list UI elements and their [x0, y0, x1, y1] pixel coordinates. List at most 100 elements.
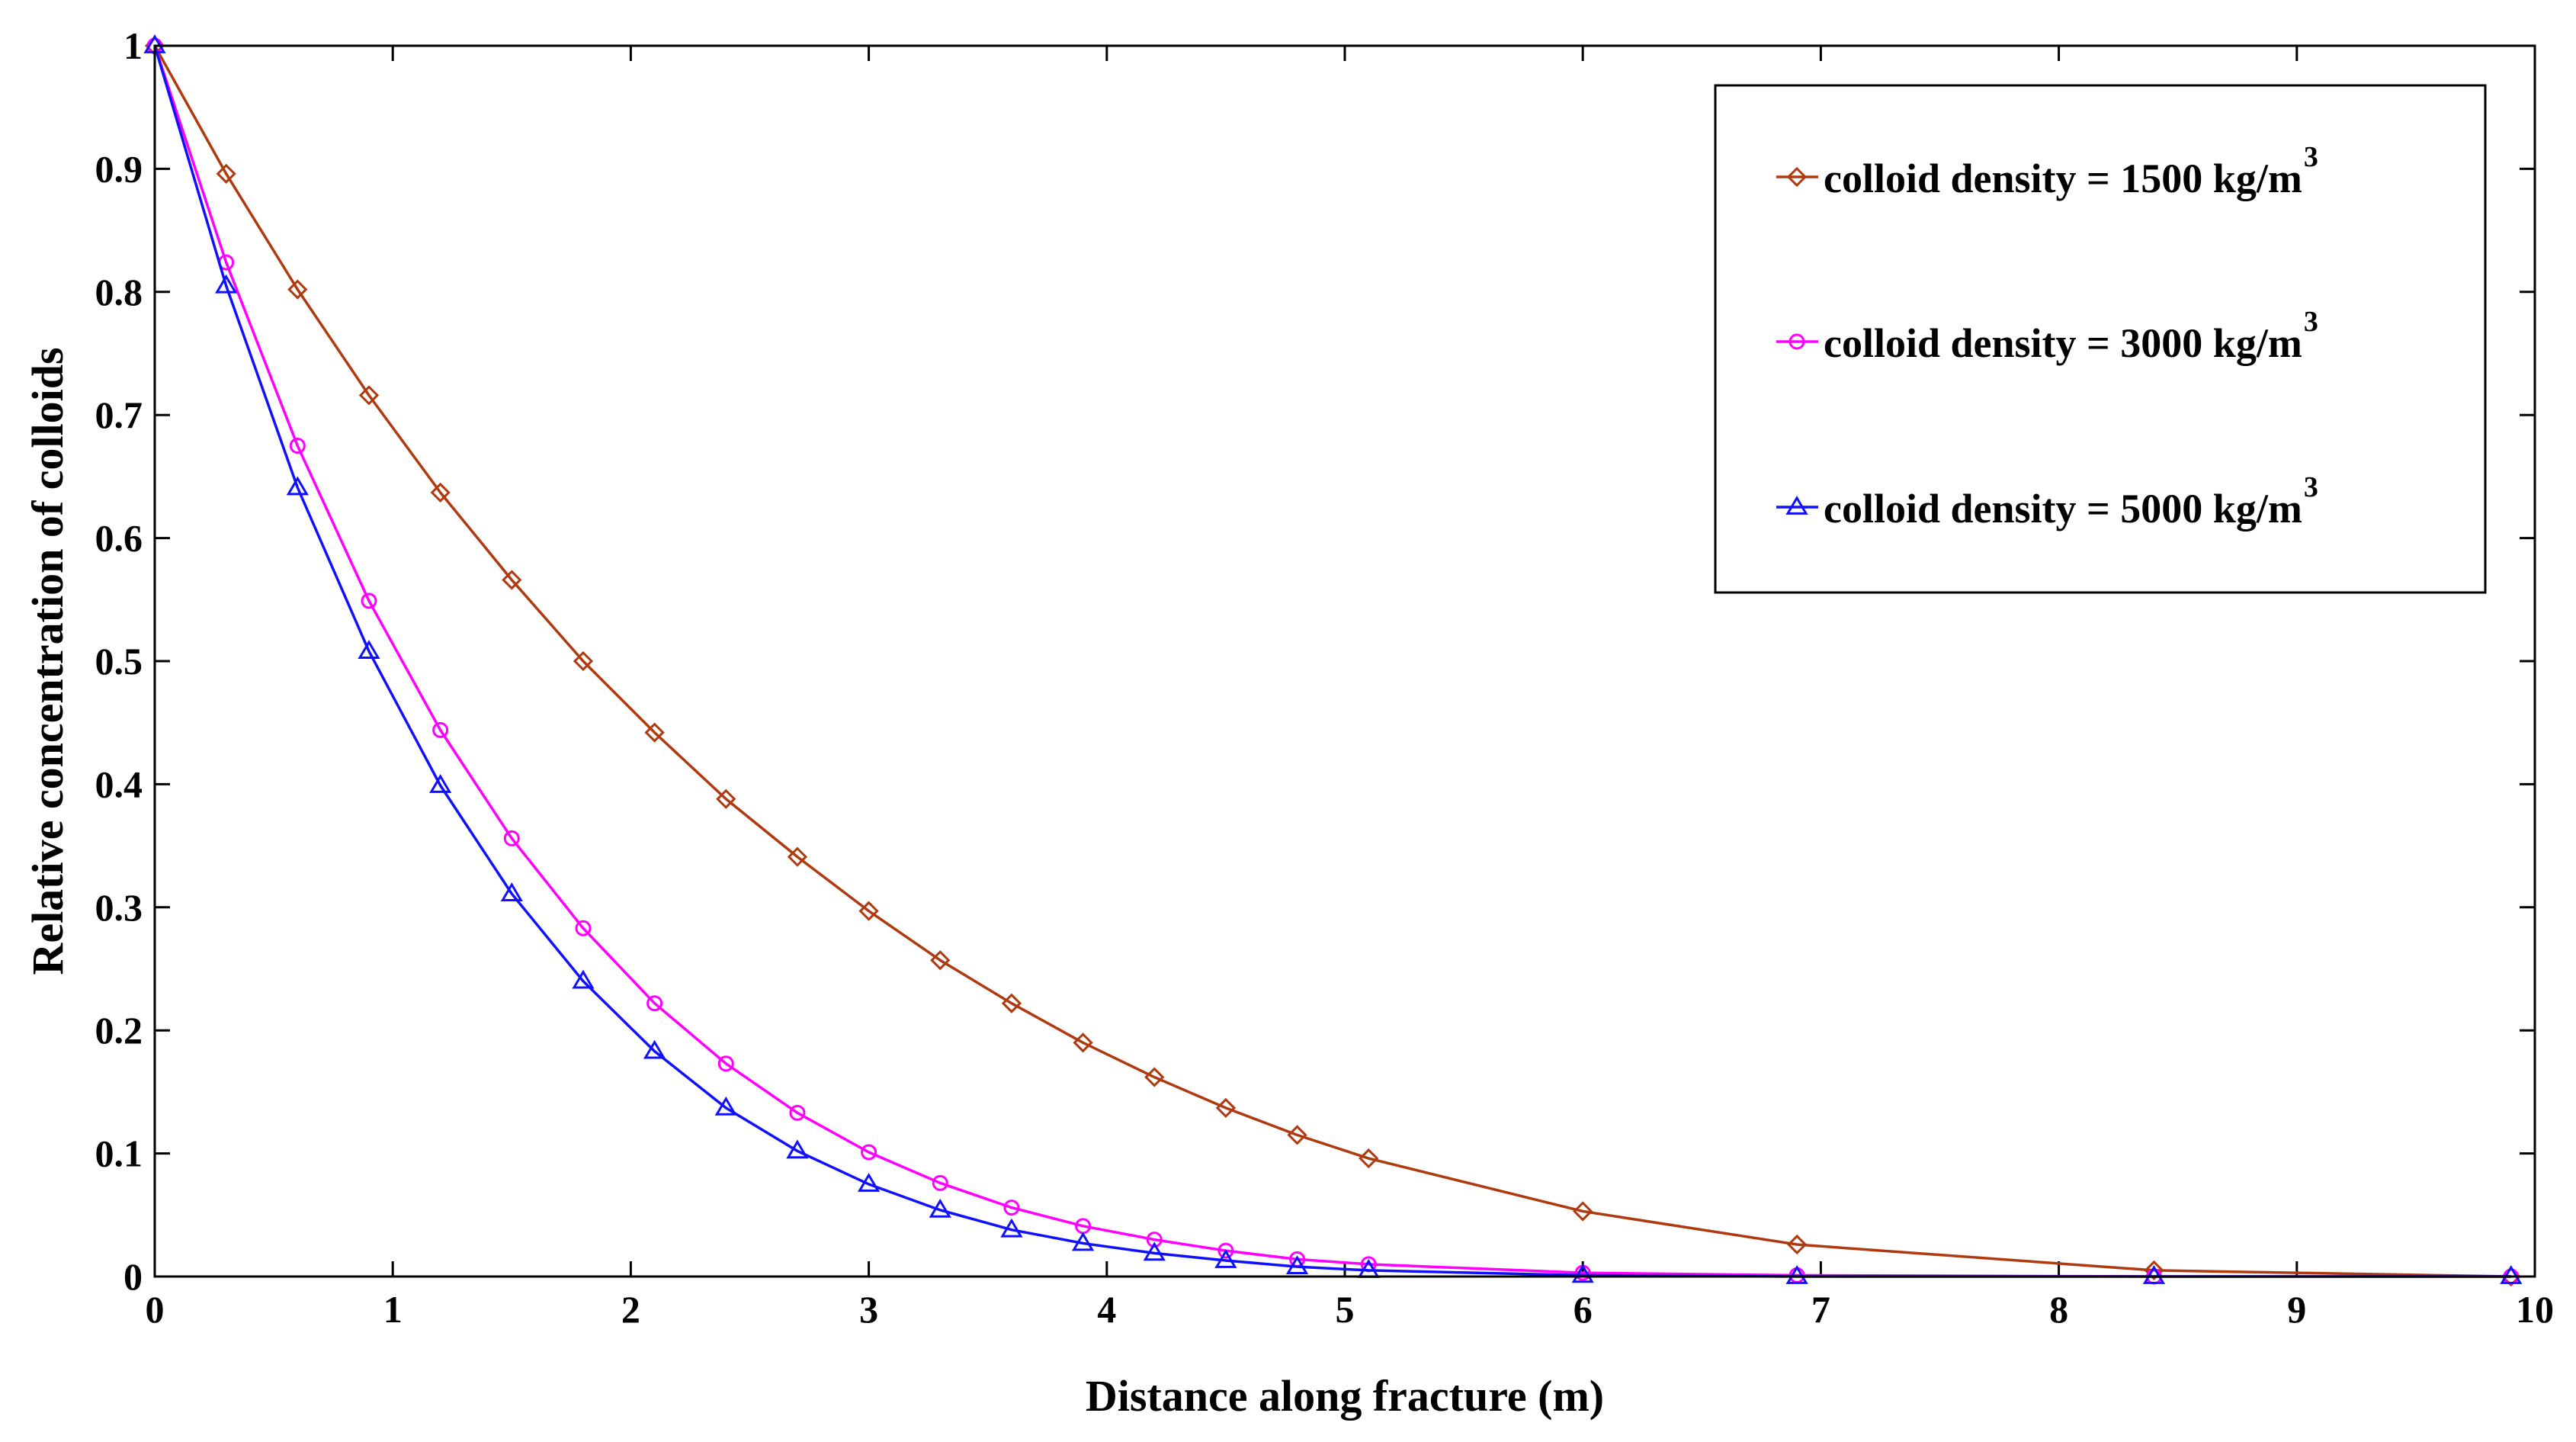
data-point — [500, 882, 523, 901]
y-tick-label: 1 — [124, 24, 143, 67]
data-point — [789, 1104, 806, 1121]
legend-marker — [1788, 333, 1805, 350]
data-point — [1071, 1232, 1095, 1251]
legend-item-3: colloid density = 5000 kg/m 3 — [1776, 471, 2318, 532]
series-layer — [143, 34, 2523, 1287]
y-tick-label: 0.1 — [95, 1132, 143, 1175]
x-axis-label: Distance along fracture (m) — [1086, 1371, 1604, 1421]
data-point — [358, 640, 380, 659]
data-point — [503, 830, 520, 846]
data-point — [1143, 1241, 1166, 1261]
x-tick-label: 0 — [146, 1288, 165, 1331]
data-point — [502, 570, 522, 590]
legend-item-1: colloid density = 1500 kg/m 3 — [1776, 141, 2318, 201]
data-point — [1215, 1097, 1237, 1119]
x-tick-label: 6 — [1574, 1288, 1593, 1331]
y-tick-label: 0.9 — [95, 147, 143, 190]
data-point — [361, 593, 377, 609]
y-tick-label: 0.7 — [95, 393, 143, 436]
plot-frame — [153, 44, 2536, 1278]
x-tick-label: 3 — [859, 1288, 878, 1331]
legend-superscript: 3 — [2304, 141, 2318, 173]
y-tick-label: 0.2 — [95, 1009, 143, 1052]
data-point — [1146, 1232, 1163, 1248]
data-point — [643, 1039, 666, 1059]
data-point — [575, 920, 592, 936]
data-point — [1359, 1148, 1379, 1169]
legend-marker — [1786, 166, 1808, 188]
series-line — [153, 45, 2511, 1278]
data-point — [1785, 1265, 1808, 1284]
x-tick-label: 10 — [2516, 1288, 2554, 1331]
data-point — [1573, 1201, 1593, 1222]
data-point — [215, 274, 238, 294]
data-point — [429, 774, 452, 793]
data-point — [787, 846, 808, 867]
data-point — [857, 1172, 881, 1192]
series-1 — [144, 35, 2521, 1287]
legend-label: colloid density = 3000 kg/m — [1824, 320, 2302, 366]
data-point — [572, 969, 595, 989]
data-point — [716, 788, 736, 809]
data-point — [432, 721, 449, 738]
data-point — [1003, 1200, 1020, 1216]
data-point — [1000, 1218, 1023, 1238]
y-axis-label: Relative concentration of colloids — [23, 347, 72, 975]
legend-marker — [1785, 496, 1808, 515]
data-point — [430, 482, 451, 503]
data-point — [1287, 1125, 1307, 1145]
legend-superscript: 3 — [2304, 306, 2318, 338]
legend-box — [1714, 84, 2487, 594]
data-point — [289, 438, 306, 454]
data-point — [287, 279, 308, 300]
y-tick-label: 0.5 — [95, 640, 143, 682]
data-point — [644, 722, 665, 743]
data-point — [717, 1055, 734, 1072]
data-point — [2500, 1265, 2523, 1284]
data-point — [573, 650, 594, 672]
data-point — [858, 901, 879, 921]
series-line — [153, 45, 2511, 1278]
x-tick-label: 8 — [2049, 1288, 2068, 1331]
data-point — [1214, 1249, 1237, 1268]
data-point — [861, 1144, 877, 1161]
data-point — [1217, 1242, 1234, 1259]
x-tick-label: 7 — [1811, 1288, 1830, 1331]
legend-label: colloid density = 5000 kg/m — [1824, 486, 2302, 532]
x-tick-label: 1 — [383, 1288, 403, 1331]
tick-labels-layer: 0 1 2 3 4 5 6 7 8 9 10 0 0.1 0.2 0.3 0.4 0.5 0.6 0.7 0.8 0.9… — [95, 24, 2555, 1331]
data-point — [646, 995, 663, 1012]
data-point — [1787, 1234, 1808, 1255]
legend-label: colloid density = 1500 kg/m — [1824, 156, 2302, 201]
x-tick-label: 4 — [1097, 1288, 1116, 1331]
data-point — [216, 163, 236, 184]
y-tick-label: 0.3 — [95, 886, 143, 929]
y-tick-label: 0.6 — [95, 517, 143, 560]
data-point — [2144, 1260, 2164, 1281]
data-point — [786, 1139, 809, 1159]
data-point — [1001, 993, 1022, 1013]
legend-superscript: 3 — [2304, 471, 2318, 503]
legend-item-2: colloid density = 3000 kg/m 3 — [1776, 306, 2318, 366]
x-tick-label: 5 — [1336, 1288, 1355, 1331]
data-point — [932, 1174, 948, 1191]
data-point — [1571, 1264, 1594, 1283]
data-point — [358, 385, 380, 406]
data-point — [2142, 1265, 2166, 1284]
y-tick-label: 0.8 — [95, 271, 143, 313]
y-tick-label: 0.4 — [95, 763, 143, 805]
series-3 — [143, 34, 2523, 1284]
data-point — [930, 950, 951, 971]
data-point — [1285, 1255, 1309, 1274]
x-tick-label: 2 — [621, 1288, 640, 1331]
data-point — [286, 476, 309, 496]
y-tick-label: 0 — [124, 1255, 143, 1298]
series-line — [153, 45, 2511, 1278]
data-point — [714, 1096, 737, 1116]
data-point — [929, 1198, 951, 1218]
data-point — [1073, 1033, 1093, 1053]
x-tick-label: 9 — [2287, 1288, 2306, 1331]
data-point — [1144, 1067, 1165, 1087]
